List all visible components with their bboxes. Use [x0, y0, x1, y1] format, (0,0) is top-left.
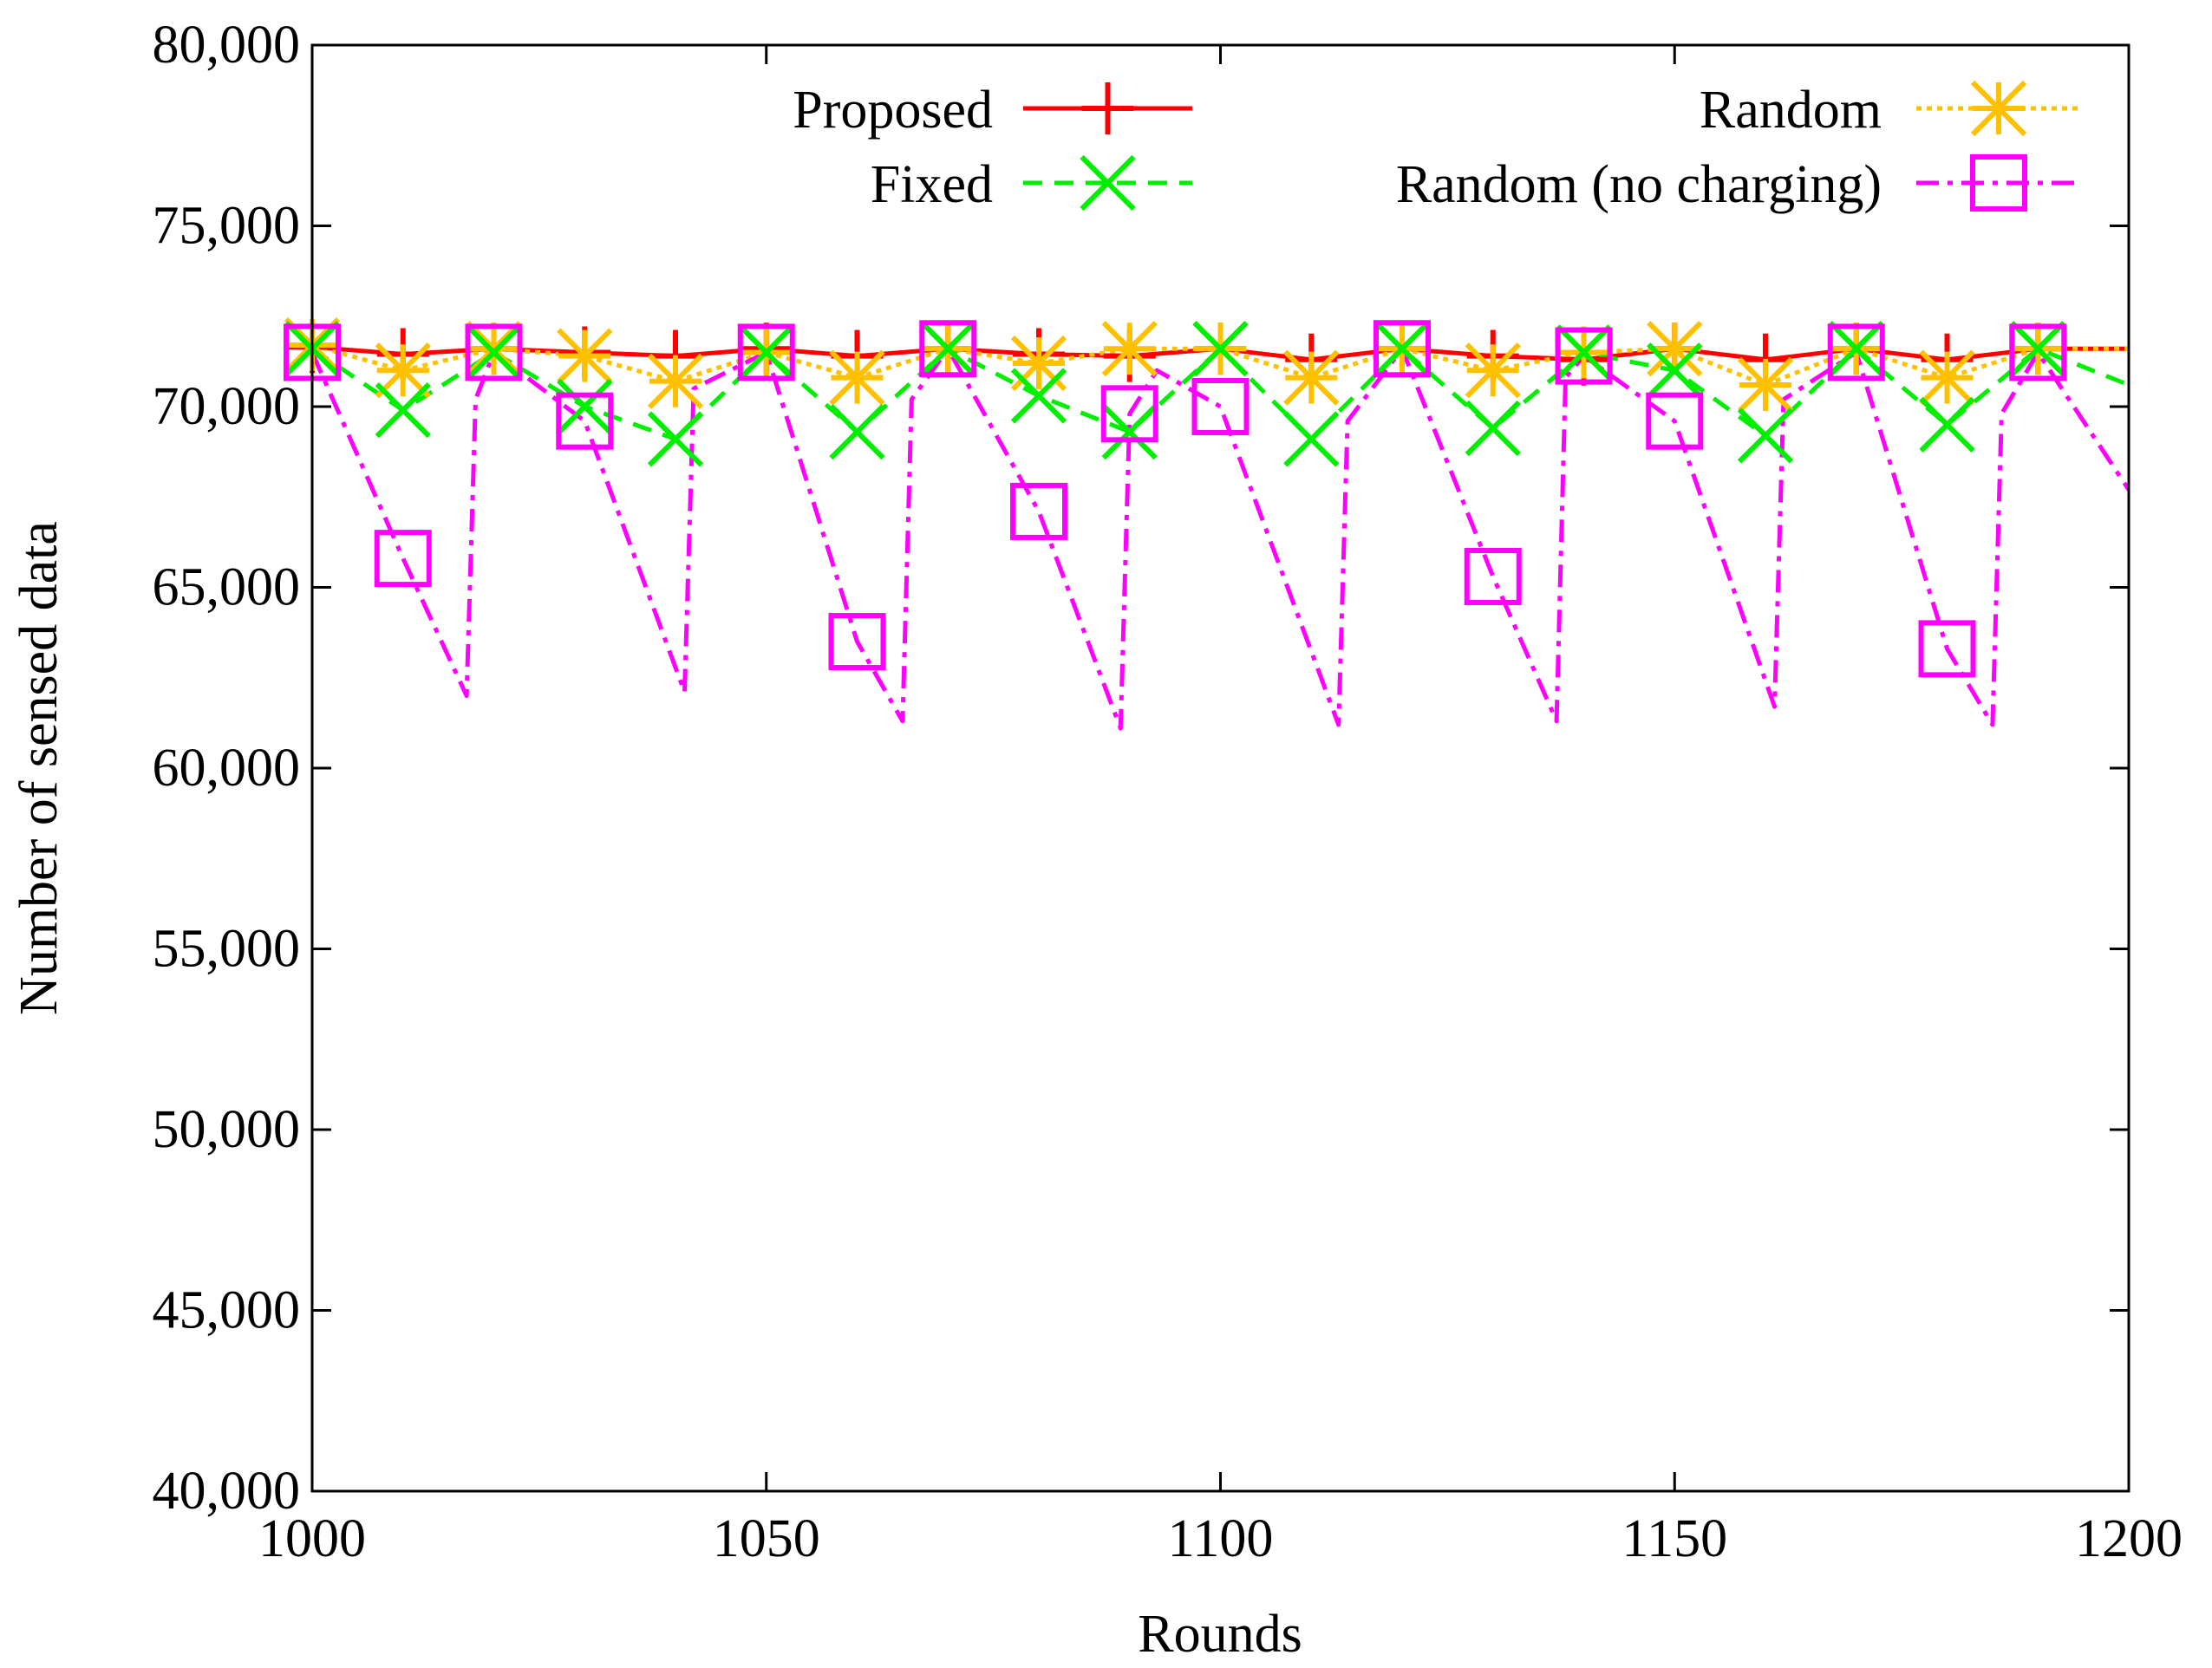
data-point-marker — [1465, 400, 1521, 457]
data-point-marker — [1283, 411, 1340, 467]
data-point-marker — [1737, 356, 1794, 414]
x-axis-title: Rounds — [1138, 1605, 1302, 1664]
x-tick-label: 1200 — [2075, 1509, 2183, 1568]
x-tick-label: 1050 — [713, 1509, 820, 1568]
legend: Proposed Fixed Random Random (no charging) — [793, 80, 2081, 214]
data-point-marker — [647, 411, 704, 467]
legend-entry: Fixed — [871, 154, 1192, 214]
data-point-marker — [647, 353, 704, 409]
data-point-marker — [557, 328, 613, 384]
data-point-marker — [556, 392, 614, 450]
series-line — [312, 346, 2129, 441]
series-layer — [312, 342, 2129, 731]
data-point-marker — [1010, 368, 1067, 424]
data-point-marker — [1101, 404, 1158, 460]
plot-frame — [310, 43, 2130, 1493]
y-axis-ticks: 40,000 45,000 50,000 55,000 60,000 65,000 70,0… — [153, 16, 2129, 1521]
data-point-marker — [1647, 321, 1703, 377]
y-tick-label: 40,000 — [153, 1462, 301, 1521]
y-tick-label: 80,000 — [153, 16, 301, 75]
data-point-marker — [829, 404, 885, 460]
legend-marker — [1970, 154, 2027, 212]
data-point-marker — [828, 613, 886, 671]
x-tick-label: 1000 — [258, 1509, 366, 1568]
y-tick-label: 60,000 — [153, 739, 301, 798]
legend-entry: Random — [1700, 80, 2081, 140]
data-point-marker — [1737, 407, 1794, 464]
data-point-marker — [465, 323, 523, 381]
data-point-marker — [1010, 482, 1067, 540]
x-axis-ticks: 1000 1050 1100 1150 1200 — [258, 45, 2183, 1568]
data-point-marker — [737, 323, 795, 381]
legend-marker — [1081, 82, 1134, 134]
data-point-marker — [1192, 321, 1249, 377]
legend-entry: Random (no charging) — [1396, 154, 2081, 214]
legend-label: Random (no charging) — [1396, 155, 1882, 214]
legend-label: Fixed — [871, 155, 993, 214]
data-point-marker — [1465, 342, 1521, 399]
series-line — [312, 342, 2129, 388]
data-point-marker — [2009, 323, 2067, 381]
data-point-marker — [2010, 321, 2066, 377]
data-point-marker — [738, 324, 794, 381]
data-point-marker — [1191, 378, 1250, 435]
data-point-marker — [1374, 320, 1431, 378]
x-tick-label: 1150 — [1621, 1509, 1727, 1568]
y-tick-label: 45,000 — [153, 1281, 301, 1340]
legend-label: Random — [1700, 81, 1882, 140]
y-axis-title: Number of sensed data — [10, 521, 69, 1015]
data-point-marker — [1101, 321, 1158, 377]
legend-marker — [1970, 80, 2027, 137]
data-point-marker — [919, 320, 977, 378]
y-tick-label: 65,000 — [153, 558, 301, 617]
data-point-marker — [1464, 547, 1522, 605]
data-point-marker — [1919, 396, 1975, 453]
data-point-marker — [1646, 392, 1704, 450]
data-point-marker — [1827, 323, 1885, 381]
data-point-marker — [1010, 335, 1067, 392]
data-point-marker — [1283, 349, 1340, 406]
data-point-marker — [557, 378, 613, 435]
data-point-marker — [1555, 327, 1613, 385]
marker-layer — [284, 316, 2067, 678]
data-point-marker — [920, 321, 976, 377]
series-line — [312, 346, 2129, 731]
data-point-marker — [1647, 342, 1703, 399]
y-tick-label: 75,000 — [153, 197, 301, 256]
legend-marker — [1080, 154, 1136, 212]
data-point-marker — [1100, 385, 1158, 443]
data-point-marker — [1918, 620, 1976, 678]
legend-entry: Proposed — [793, 81, 1192, 140]
data-point-marker — [1919, 349, 1975, 406]
data-point-marker — [1374, 321, 1431, 377]
data-point-marker — [374, 530, 432, 588]
x-tick-label: 1100 — [1168, 1509, 1274, 1568]
data-point-marker — [375, 382, 431, 439]
data-point-marker — [829, 349, 885, 406]
data-point-marker — [466, 324, 522, 381]
data-point-marker — [375, 342, 431, 399]
data-point-marker — [1828, 321, 1884, 377]
y-tick-label: 50,000 — [153, 1100, 301, 1159]
y-tick-label: 55,000 — [153, 920, 301, 979]
data-point-marker — [1556, 324, 1612, 381]
legend-label: Proposed — [793, 81, 993, 140]
y-tick-label: 70,000 — [153, 377, 301, 436]
